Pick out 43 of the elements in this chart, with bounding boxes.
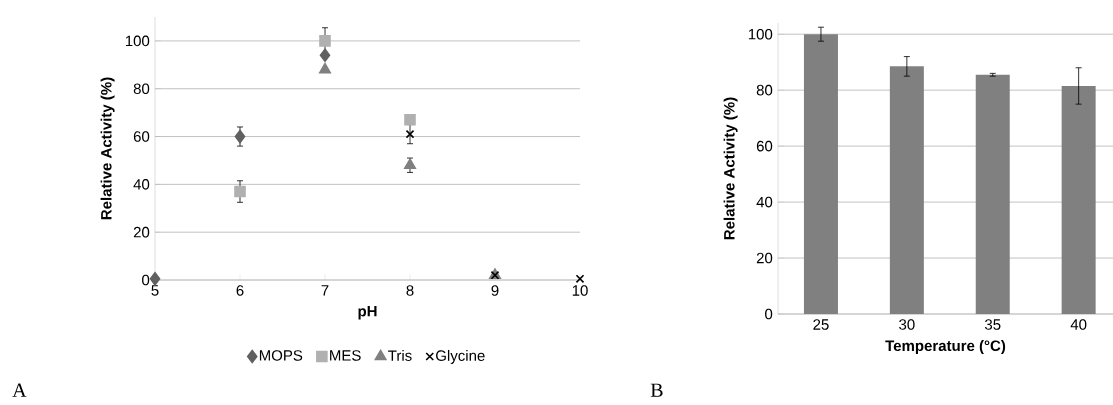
y-axis-title: Relative Activity (%)	[723, 97, 738, 240]
point	[234, 185, 246, 198]
x-tick-label: 9	[491, 285, 499, 296]
text: B	[650, 383, 663, 397]
y-tick-label: 80	[756, 84, 773, 96]
x-axis-title: pH	[358, 306, 377, 320]
y-tick-label: 0	[142, 274, 150, 286]
y-tick-label: 60	[133, 131, 150, 142]
x-tick-label: 35	[984, 319, 1001, 330]
legend-label: MOPS	[259, 350, 303, 361]
x-axis-title: Temperature (°C)	[885, 340, 1006, 354]
point	[319, 48, 331, 63]
point	[575, 274, 585, 284]
y-axis-title: Relative Activity (%)	[100, 77, 115, 220]
point	[319, 35, 331, 47]
x-tick-label: 25	[813, 319, 829, 330]
legend-label: MES	[330, 350, 361, 361]
y-tick-label: 100	[125, 35, 150, 47]
x-tick-label: 5	[151, 285, 159, 296]
y-tick-label: 60	[756, 140, 773, 152]
x-tick-label: 8	[406, 285, 414, 296]
y-tick-label: 20	[756, 252, 773, 264]
x-tick-label: 40	[1070, 319, 1087, 330]
point	[404, 114, 416, 126]
x-tick-label: 30	[899, 319, 915, 330]
bar	[1061, 85, 1096, 314]
y-tick-label: 100	[748, 28, 773, 40]
y-tick-label: 20	[133, 226, 150, 238]
x-tick-label: 10	[572, 285, 588, 296]
legend-label: Glycine	[436, 349, 485, 364]
y-tick-label: 40	[756, 196, 773, 208]
y-tick-label: 0	[765, 308, 773, 320]
bar	[803, 34, 838, 314]
point	[319, 62, 331, 74]
x-tick-label: 7	[321, 285, 329, 296]
point	[405, 129, 415, 139]
y-tick-label: 80	[133, 83, 150, 95]
x-tick-label: 6	[236, 285, 244, 296]
y-tick-label: 40	[133, 179, 150, 190]
legend-label: Tris	[388, 349, 412, 361]
text: A	[12, 383, 27, 397]
bar	[975, 74, 1010, 314]
bar	[889, 66, 924, 314]
